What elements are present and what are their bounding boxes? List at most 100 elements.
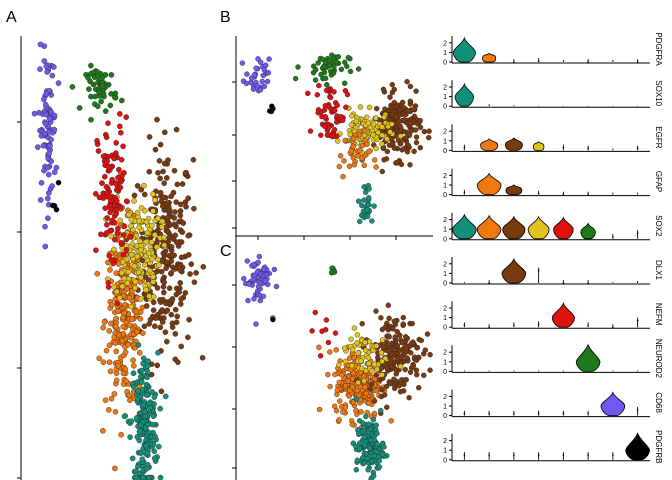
cell-point-teal xyxy=(135,463,141,470)
cell-point-yellow xyxy=(358,358,364,364)
cell-point-red xyxy=(322,123,328,130)
cell-point-yellow xyxy=(128,303,134,310)
cell-point-orange xyxy=(111,334,117,341)
cell-point-green xyxy=(92,93,98,100)
cell-point-yellow xyxy=(335,138,341,144)
violin-y-tick-label: 2 xyxy=(443,306,447,313)
cell-point-brown xyxy=(186,316,192,323)
cell-point-orange xyxy=(333,347,339,353)
cell-point-red xyxy=(103,183,110,190)
cell-point-brown xyxy=(373,372,379,378)
cell-point-teal xyxy=(127,434,133,440)
cell-point-red xyxy=(120,143,126,150)
cell-point-brown xyxy=(359,321,365,327)
violin-y-tick-label: 0 xyxy=(443,281,447,288)
cell-point-purple xyxy=(51,64,57,70)
cell-point-brown xyxy=(413,88,419,94)
cell-point-brown xyxy=(383,383,390,390)
cell-point-teal xyxy=(362,442,368,448)
cell-point-brown xyxy=(159,296,166,303)
cell-point-teal xyxy=(150,413,157,420)
cell-point-orange xyxy=(108,395,115,402)
cell-point-brown xyxy=(150,307,157,314)
cell-point-purple xyxy=(251,261,257,268)
cell-point-brown xyxy=(153,315,159,322)
cell-point-yellow xyxy=(137,296,144,302)
cell-point-green xyxy=(107,102,114,109)
cell-point-green xyxy=(96,89,102,95)
cell-point-brown xyxy=(374,105,380,112)
cell-point-brown xyxy=(162,248,169,254)
cell-point-yellow xyxy=(387,129,393,135)
cell-point-brown xyxy=(390,326,396,332)
cell-point-yellow xyxy=(150,279,156,285)
cell-point-purple xyxy=(258,59,264,65)
cell-point-purple xyxy=(259,78,265,85)
cell-point-green xyxy=(313,66,319,73)
violin-orange xyxy=(482,52,497,63)
cell-point-brown xyxy=(188,261,195,267)
cell-point-yellow xyxy=(375,129,381,136)
cell-point-orange xyxy=(108,320,114,327)
cell-point-brown xyxy=(177,267,184,274)
violin-dot xyxy=(562,454,565,456)
violin-dot xyxy=(587,61,589,63)
cell-point-teal xyxy=(137,422,144,429)
cell-point-brown xyxy=(426,134,432,141)
violin-y-tick-label: 2 xyxy=(443,217,447,224)
cell-point-red xyxy=(107,194,113,200)
cell-point-red xyxy=(338,113,344,120)
cell-point-red xyxy=(318,132,324,138)
violin-dot xyxy=(513,324,515,327)
cell-point-yellow xyxy=(366,104,373,111)
cell-point-black xyxy=(51,202,58,209)
cell-point-teal xyxy=(149,421,156,428)
violin-dot xyxy=(587,147,589,150)
cell-point-orange xyxy=(111,391,118,397)
cell-point-brown xyxy=(175,359,181,366)
cell-point-teal xyxy=(365,467,371,473)
violin-y-tick-label: 0 xyxy=(443,192,447,199)
cell-point-brown xyxy=(384,365,390,371)
cell-point-brown xyxy=(179,229,186,235)
violin-row-pdgfrb: 0 1 2 PDGFRB xyxy=(443,430,663,464)
cell-point-orange xyxy=(332,371,338,378)
violin-row-gfap: 0 1 2 GFAP xyxy=(443,168,663,199)
cell-point-yellow xyxy=(353,118,360,125)
cell-point-yellow xyxy=(369,368,375,374)
cell-point-purple xyxy=(45,155,52,162)
cell-point-orange xyxy=(106,328,112,334)
cell-point-teal xyxy=(137,428,144,435)
cell-point-brown xyxy=(161,129,168,136)
cell-point-red xyxy=(105,164,112,171)
cell-point-yellow xyxy=(156,262,162,268)
cell-point-yellow xyxy=(336,362,342,368)
cell-point-brown xyxy=(147,316,154,323)
cell-point-yellow xyxy=(121,275,128,282)
violin-dot xyxy=(537,60,540,62)
cell-point-orange xyxy=(122,349,129,356)
cell-point-teal xyxy=(147,404,153,411)
cell-point-yellow xyxy=(148,239,155,245)
cell-point-orange xyxy=(342,137,348,144)
cell-point-teal xyxy=(132,468,139,474)
cell-point-orange xyxy=(357,147,363,154)
cell-point-purple xyxy=(42,130,48,137)
violin-brown xyxy=(505,184,523,195)
cell-point-red xyxy=(106,252,112,259)
cell-point-orange xyxy=(136,349,143,356)
cell-point-brown xyxy=(178,254,185,261)
cell-point-orange xyxy=(106,407,112,413)
cell-point-brown xyxy=(403,135,409,141)
cell-point-yellow xyxy=(161,234,167,241)
cell-point-green xyxy=(85,74,91,81)
cell-point-teal xyxy=(142,413,148,420)
cell-point-orange xyxy=(388,418,394,424)
cell-point-brown xyxy=(408,128,414,134)
cell-point-brown xyxy=(173,126,180,133)
cell-point-purple xyxy=(42,121,49,127)
cell-point-brown xyxy=(404,78,410,85)
cell-point-red xyxy=(114,206,120,213)
cell-point-teal xyxy=(140,401,147,408)
